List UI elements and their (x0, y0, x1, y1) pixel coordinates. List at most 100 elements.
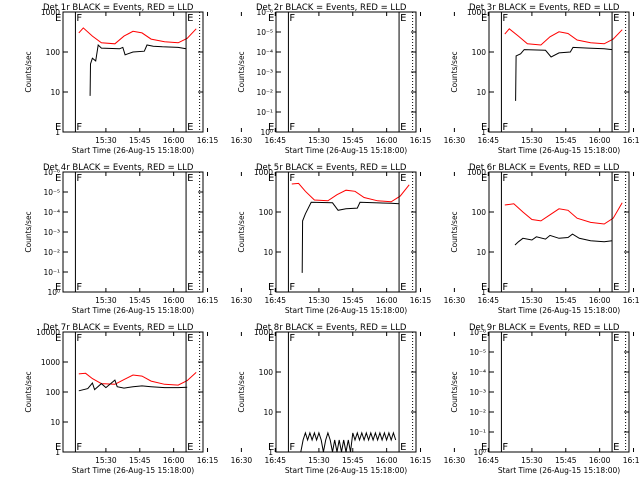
x-tick-label: 16:00 (376, 456, 398, 465)
x-tick-label: 16:00 (376, 296, 398, 305)
plot-box (62, 11, 204, 133)
y-tick-label: 1000 (467, 8, 486, 17)
x-tick-label: 16:45 (264, 456, 286, 465)
y-axis-label: Counts/sec (24, 51, 33, 92)
x-tick-label: 15:45 (555, 296, 577, 305)
marker-label: E (55, 442, 61, 453)
marker-label: E (481, 173, 487, 184)
end-marker-label: E (400, 442, 406, 453)
start-marker-label: F (289, 13, 295, 24)
marker-label: E (268, 282, 274, 293)
y-tick-label: 100 (46, 48, 61, 57)
marker-label: E (268, 442, 274, 453)
x-axis-label: Start Time (26-Aug-15 15:18:00) (285, 466, 407, 475)
plot-box (488, 11, 630, 133)
panel-2: Det 2r BLACK = Events, RED = LLDFFEEEE15… (237, 3, 499, 155)
start-marker-label: F (502, 13, 508, 24)
x-tick-label: 16:15 (410, 296, 432, 305)
lld-series-line (78, 372, 197, 386)
y-tick-label: 10000 (36, 328, 60, 337)
start-marker-label: F (289, 282, 295, 293)
y-tick-label: 10 (476, 88, 486, 97)
x-tick-label: 16:45 (477, 296, 499, 305)
x-tick-label: 16:30 (444, 136, 466, 145)
x-tick-label: 15:45 (342, 456, 364, 465)
y-axis-label: Counts/sec (237, 211, 246, 252)
y-tick-label: 10⁻¹ (469, 428, 486, 437)
y-tick-label: 1 (268, 288, 273, 297)
x-tick-label: 15:45 (129, 136, 151, 145)
x-tick-label: 16:30 (231, 296, 253, 305)
y-axis-label: Counts/sec (450, 211, 459, 252)
x-axis-label: Start Time (26-Aug-15 15:18:00) (72, 466, 194, 475)
start-marker-label: F (76, 122, 82, 133)
y-tick-label: 10 (263, 248, 273, 257)
start-marker-label: F (289, 122, 295, 133)
panel-title: Det 6r BLACK = Events, RED = LLD (469, 163, 620, 173)
panel-title: Det 4r BLACK = Events, RED = LLD (43, 163, 194, 173)
x-tick-label: 16:00 (589, 456, 611, 465)
start-marker-label: F (76, 13, 82, 24)
y-tick-label: 1 (55, 448, 60, 457)
events-series-line (301, 201, 400, 273)
events-series-line (78, 379, 188, 392)
start-marker-label: F (289, 442, 295, 453)
x-axis-label: Start Time (26-Aug-15 15:18:00) (72, 146, 194, 155)
y-tick-label: 10⁻¹ (43, 268, 60, 277)
x-tick-label: 15:45 (129, 456, 151, 465)
x-tick-label: 16:00 (589, 296, 611, 305)
x-axis-label: Start Time (26-Aug-15 15:18:00) (72, 306, 194, 315)
start-marker-label: F (502, 333, 508, 344)
y-tick-label: 10 (50, 418, 60, 427)
end-marker-label: E (187, 442, 193, 453)
y-tick-label: 10 (476, 248, 486, 257)
marker-label: E (481, 282, 487, 293)
x-tick-label: 16:30 (231, 456, 253, 465)
panel-title: Det 8r BLACK = Events, RED = LLD (256, 323, 407, 333)
end-marker-label: E (613, 282, 619, 293)
x-tick-label: 15:30 (521, 136, 543, 145)
marker-label: E (55, 282, 61, 293)
y-tick-label: 10⁻⁵ (469, 348, 486, 357)
x-tick-label: 16:15 (197, 296, 219, 305)
panel-4: Det 4r BLACK = Events, RED = LLDFFEEEE15… (24, 163, 286, 315)
end-marker-label: E (187, 173, 193, 184)
panel-7: Det 7r BLACK = Events, RED = LLDFFEEEE15… (24, 323, 286, 475)
end-marker-label: E (187, 282, 193, 293)
y-tick-label: 10⁻² (256, 88, 273, 97)
y-axis-label: Counts/sec (237, 51, 246, 92)
y-tick-label: 10⁻² (469, 408, 486, 417)
plot-box (275, 11, 417, 133)
x-axis-label: Start Time (26-Aug-15 15:18:00) (285, 146, 407, 155)
x-tick-label: 16:45 (477, 456, 499, 465)
start-marker-label: F (502, 282, 508, 293)
x-tick-label: 16:15 (623, 136, 640, 145)
x-axis-label: Start Time (26-Aug-15 15:18:00) (498, 306, 620, 315)
x-tick-label: 15:30 (521, 296, 543, 305)
y-tick-label: 10⁻¹ (256, 108, 273, 117)
events-series-line (89, 43, 187, 96)
end-marker-label: E (613, 13, 619, 24)
x-tick-label: 16:45 (264, 136, 286, 145)
y-tick-label: 1000 (254, 328, 273, 337)
y-tick-label: 10 (263, 408, 273, 417)
y-axis-label: Counts/sec (450, 371, 459, 412)
plot-box (275, 171, 417, 293)
plot-box (275, 331, 417, 453)
marker-label: E (268, 173, 274, 184)
x-tick-label: 16:00 (163, 296, 185, 305)
start-marker-label: F (76, 282, 82, 293)
y-tick-label: 1000 (254, 168, 273, 177)
panel-title: Det 5r BLACK = Events, RED = LLD (256, 163, 407, 173)
marker-label: E (55, 173, 61, 184)
end-marker-label: E (400, 13, 406, 24)
x-tick-label: 16:00 (163, 456, 185, 465)
plot-box (62, 171, 204, 293)
y-tick-label: 1 (268, 448, 273, 457)
marker-label: E (55, 122, 61, 133)
marker-label: E (55, 13, 61, 24)
events-series-line (300, 431, 397, 452)
x-tick-label: 15:45 (555, 456, 577, 465)
panel-9: Det 9r BLACK = Events, RED = LLDFFEEEE15… (450, 323, 640, 475)
